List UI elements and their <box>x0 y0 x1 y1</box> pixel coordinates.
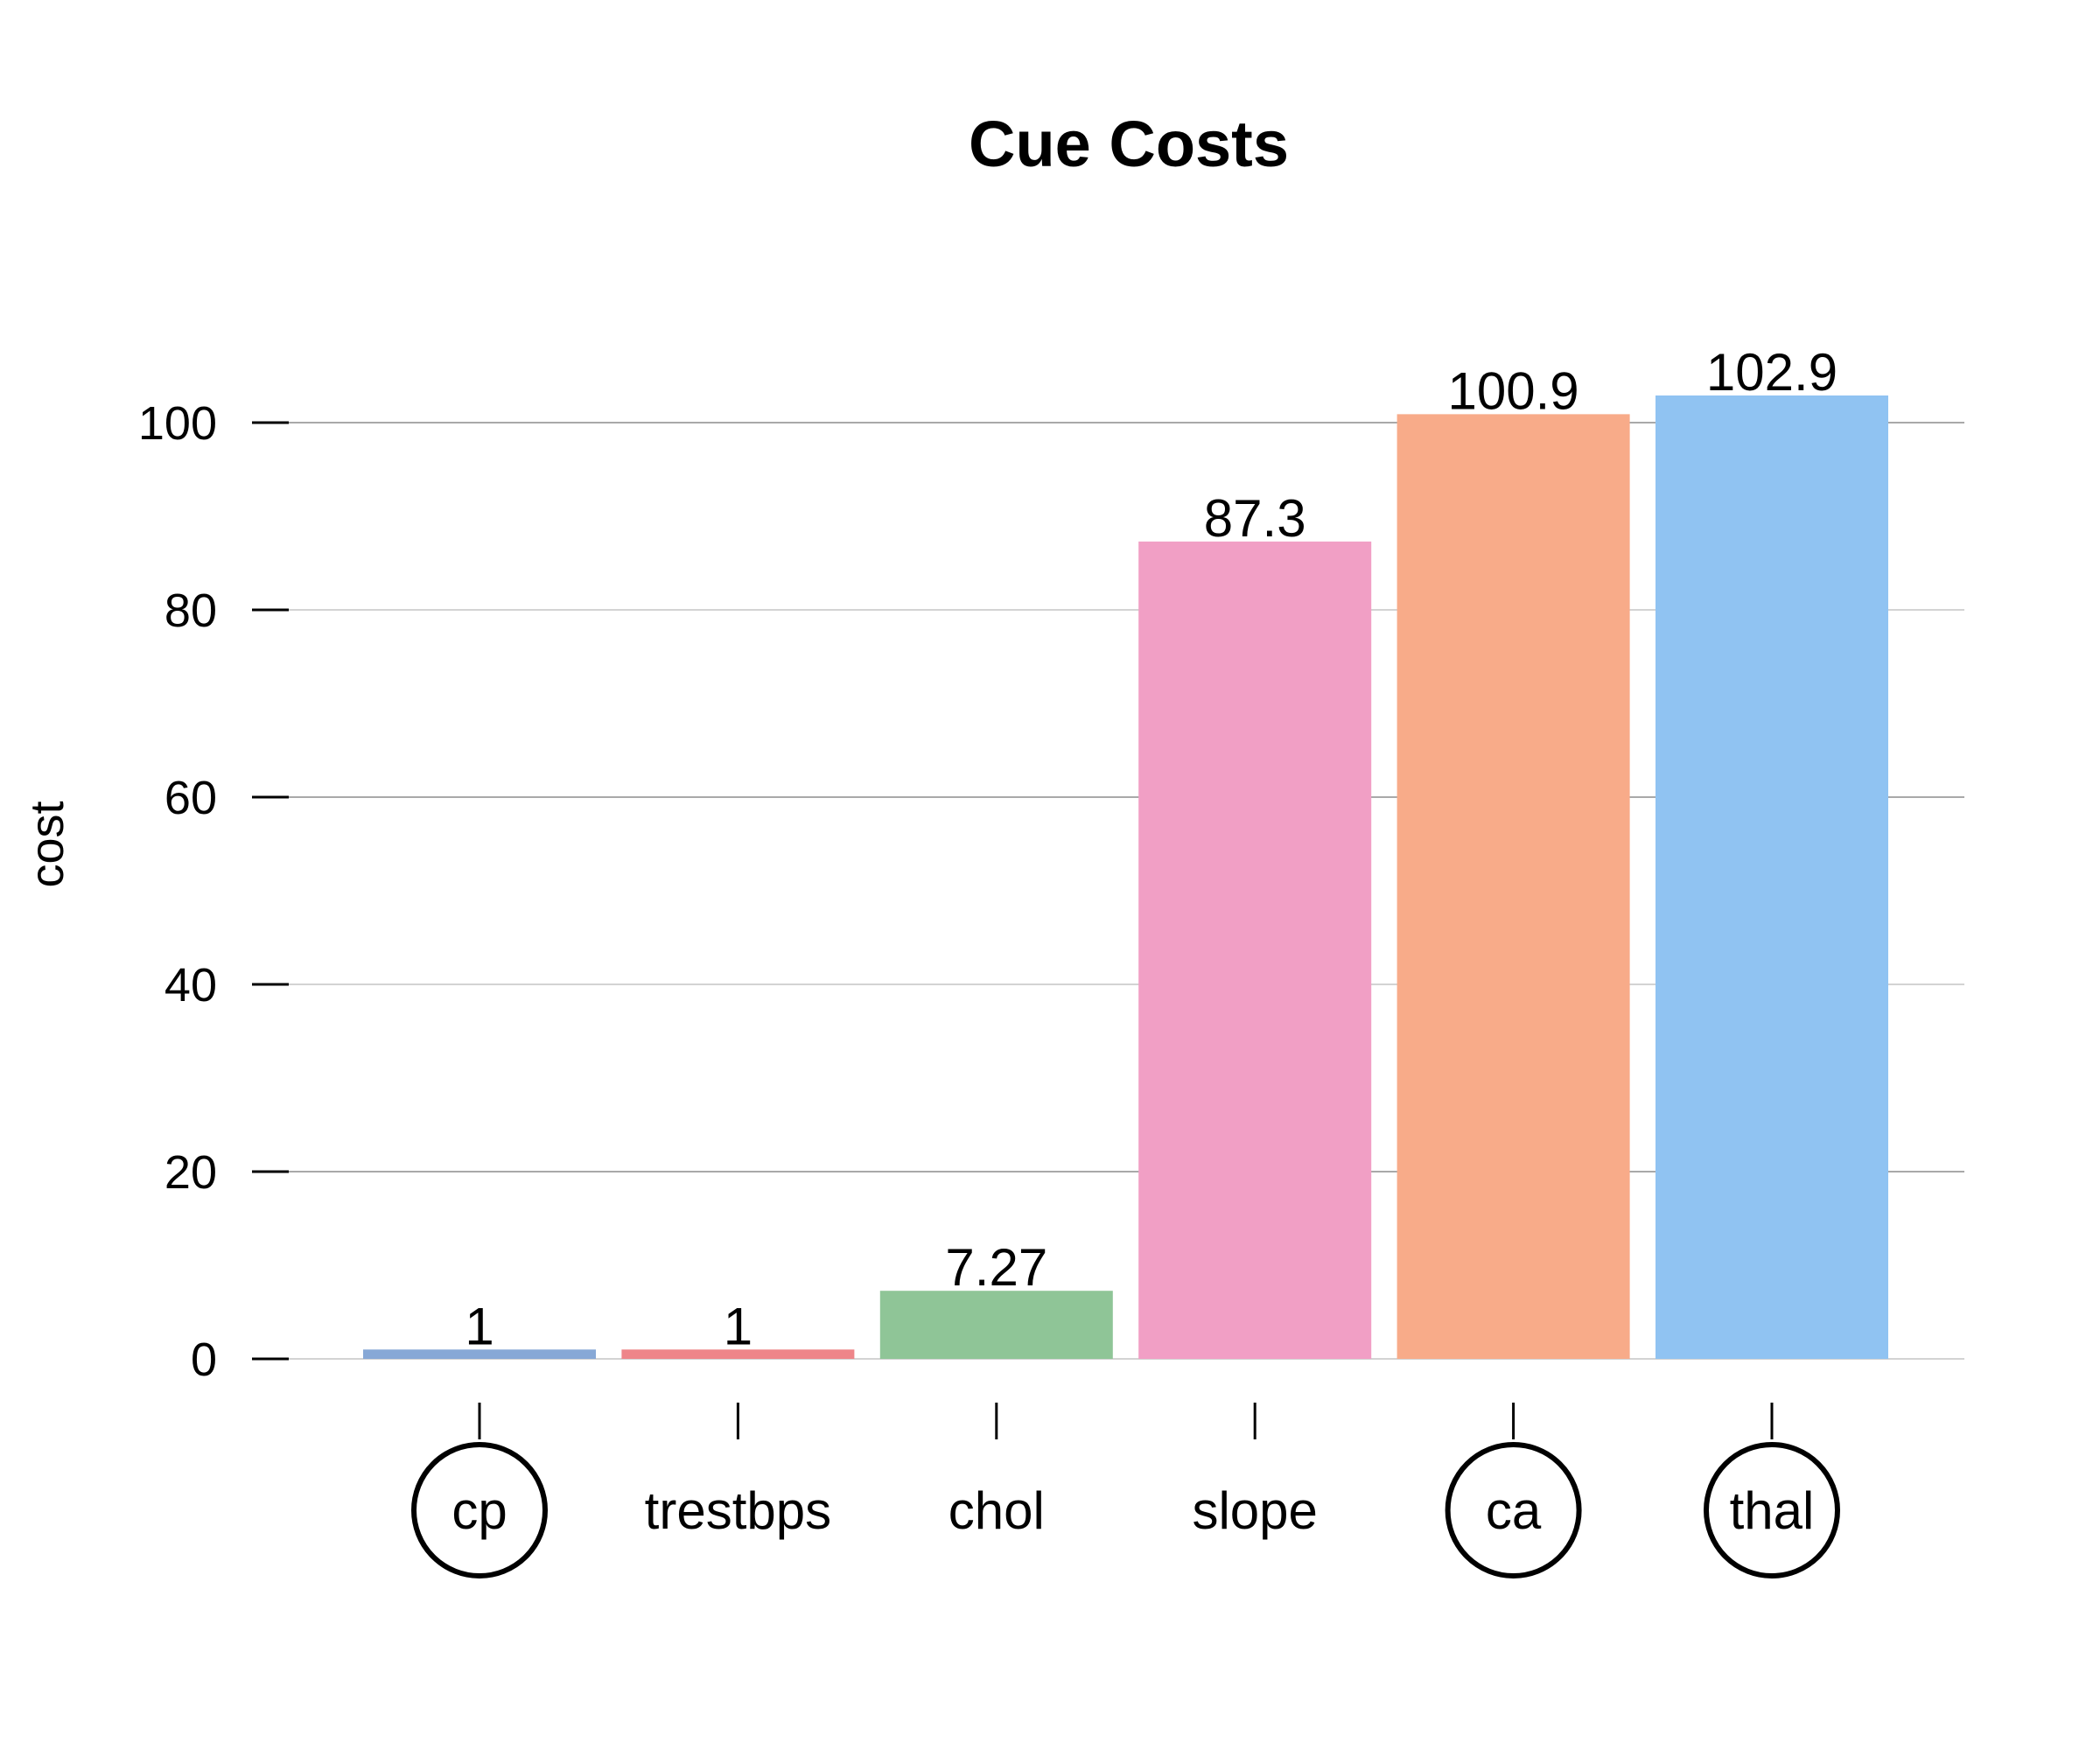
y-tick-label-0: 0 <box>191 1334 217 1386</box>
y-axis: 0 20 40 60 80 100 <box>138 397 289 1386</box>
data-label-slope: 87.3 <box>1204 489 1306 548</box>
bar-thal <box>1656 395 1888 1360</box>
bar-ca <box>1396 414 1630 1359</box>
bar-cp <box>363 1349 596 1359</box>
bar-slope <box>1138 541 1372 1359</box>
data-label-chol: 7.27 <box>945 1238 1047 1297</box>
circle-marker-thal <box>1704 1442 1840 1578</box>
x-tick-label-slope: slope <box>1192 1481 1317 1540</box>
x-axis: cp trestbps chol slope ca thal <box>411 1403 1840 1578</box>
bar-chol <box>879 1291 1113 1359</box>
x-tick-label-thal: thal <box>1730 1481 1815 1540</box>
circle-marker-ca <box>1445 1442 1582 1578</box>
data-label-trestbps: 1 <box>724 1297 752 1355</box>
data-label-cp: 1 <box>465 1297 494 1355</box>
y-axis-label: cost <box>21 801 74 887</box>
x-tick-label-ca: ca <box>1486 1481 1542 1540</box>
bar-trestbps <box>621 1349 855 1359</box>
y-tick-label-80: 80 <box>164 584 217 637</box>
y-tick-label-20: 20 <box>164 1146 217 1199</box>
circle-marker-cp <box>411 1442 548 1578</box>
y-tick-label-60: 60 <box>164 772 217 824</box>
y-tick-label-100: 100 <box>138 397 217 450</box>
x-tick-label-trestbps: trestbps <box>645 1481 831 1540</box>
bars: 1 1 7.27 87.3 100.9 102.9 <box>363 343 1888 1360</box>
data-label-thal: 102.9 <box>1706 343 1838 402</box>
chart-title: Cue Costs <box>969 108 1289 180</box>
x-tick-label-cp: cp <box>452 1481 507 1540</box>
x-tick-label-chol: chol <box>948 1481 1045 1540</box>
y-tick-label-40: 40 <box>164 959 217 1012</box>
data-label-ca: 100.9 <box>1448 361 1579 420</box>
